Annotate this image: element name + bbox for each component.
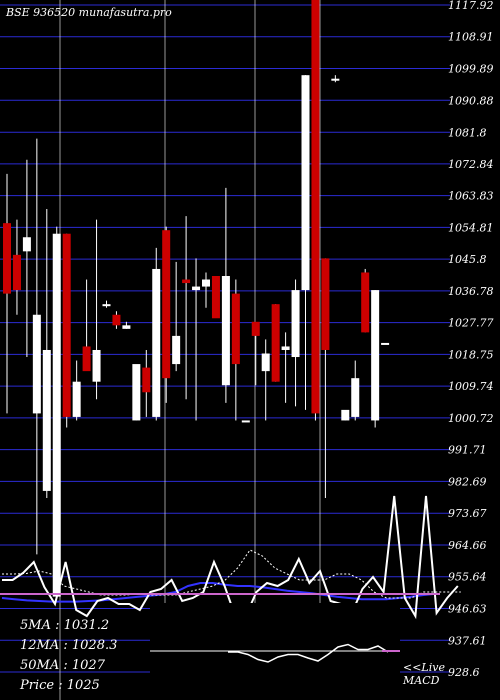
y-tick-label: 1045.8 [448, 253, 487, 266]
candle-body [162, 230, 171, 379]
candle-body [301, 75, 310, 291]
candle-body [221, 275, 230, 386]
macd-live-label: <<Live [403, 661, 445, 674]
y-tick-label: 991.71 [448, 444, 487, 457]
y-tick-label: 1090.88 [448, 94, 494, 107]
candle-body [291, 290, 300, 358]
y-tick-label: 1099.89 [448, 63, 494, 76]
y-tick-label: 928.6 [448, 666, 480, 679]
macd-panel [150, 603, 400, 700]
y-tick-label: 1081.8 [448, 126, 487, 139]
y-tick-label: 1036.78 [448, 285, 494, 298]
candle-body [371, 290, 380, 421]
candle-body [172, 335, 181, 365]
y-tick-label: 955.64 [448, 571, 487, 584]
candle-body [52, 233, 61, 597]
watermark: BSE 936520 munafasutra.pro [5, 6, 172, 19]
candle-body [202, 279, 210, 287]
macd-signal-line [1, 582, 437, 603]
candle-body [132, 364, 141, 421]
candle-body [241, 420, 250, 423]
candle-body [211, 275, 220, 319]
candle-body [12, 254, 21, 291]
candle-body [152, 268, 161, 417]
candle-body [32, 314, 41, 414]
candle-body [321, 258, 330, 350]
candle-body [351, 378, 360, 417]
price-label: Price : 1025 [19, 678, 100, 693]
y-tick-label: 1009.74 [448, 380, 494, 393]
candle-body [182, 279, 191, 284]
candle-body [251, 321, 260, 336]
candle-body [231, 293, 240, 365]
macd-upper-lines [0, 495, 461, 620]
candle-body [192, 286, 201, 291]
candle-body [112, 314, 121, 326]
candle-body [361, 272, 370, 333]
macd-name-label: MACD [402, 674, 440, 687]
ma50-label: 50MA : 1027 [20, 658, 106, 673]
y-tick-label: 937.61 [448, 634, 487, 647]
candle-body [261, 353, 270, 372]
ma12-label: 12MA : 1028.3 [20, 638, 117, 653]
candle-body [22, 237, 31, 252]
y-tick-label: 1027.77 [448, 317, 494, 330]
candle-body [341, 409, 350, 421]
y-tick-label: 1072.84 [448, 158, 494, 171]
y-tick-label: 1000.72 [448, 412, 494, 425]
candle-body [142, 367, 151, 393]
y-tick-label: 1054.81 [448, 221, 494, 234]
candle-body [42, 349, 51, 491]
y-tick-label: 982.69 [448, 475, 487, 488]
y-tick-label: 946.63 [448, 602, 487, 615]
candle-body [102, 304, 111, 307]
macd-panel-line [228, 643, 389, 663]
y-tick-label: 973.67 [448, 507, 487, 520]
candle-body [331, 78, 340, 81]
candle-body [92, 349, 101, 382]
candle-body [72, 381, 81, 417]
ma5-label: 5MA : 1031.2 [20, 618, 109, 633]
y-tick-label: 1117.92 [448, 0, 494, 12]
candle-body [311, 0, 320, 414]
macd-dashed-line [2, 549, 461, 599]
candle-body [122, 325, 131, 329]
y-tick-label: 1063.83 [448, 190, 494, 203]
candle-body [271, 304, 280, 382]
candle-body [381, 342, 390, 345]
y-tick-label: 964.66 [448, 539, 487, 552]
candle-body [281, 346, 290, 350]
macd-main-line [2, 495, 459, 620]
y-tick-label: 1018.75 [448, 348, 494, 361]
candle-body [82, 346, 91, 372]
y-axis-ticks: 1117.92 1108.91 1099.89 1090.88 1081.8 1072.8… [448, 0, 494, 679]
candle-body [3, 223, 11, 294]
candle-body [62, 233, 71, 417]
candles [3, 0, 390, 597]
y-tick-label: 1108.91 [448, 31, 494, 44]
